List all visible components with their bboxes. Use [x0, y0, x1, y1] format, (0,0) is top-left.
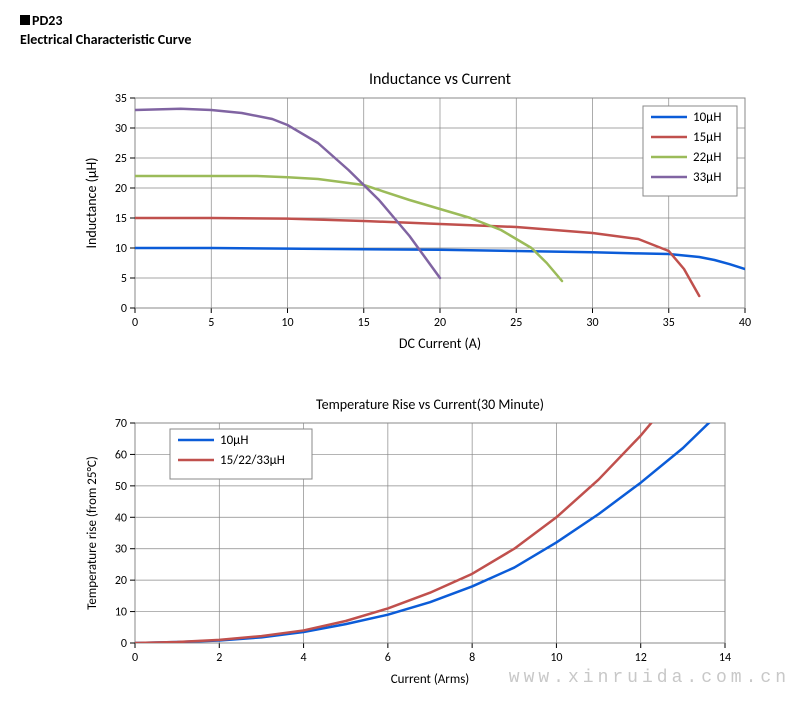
svg-text:5: 5 [208, 316, 214, 330]
svg-text:14: 14 [719, 651, 731, 665]
svg-text:40: 40 [739, 316, 751, 330]
svg-text:20: 20 [434, 316, 446, 330]
chart-inductance: Inductance vs Current 0 5 10 15 20 25 30 35 40 0 5 1… [80, 68, 780, 363]
svg-text:20: 20 [115, 182, 127, 196]
svg-text:10: 10 [550, 651, 562, 665]
svg-text:12: 12 [635, 651, 647, 665]
svg-text:22µH: 22µH [693, 150, 721, 165]
svg-text:Inductance (µH): Inductance (µH) [83, 157, 100, 248]
svg-text:Temperature rise (from 25°C): Temperature rise (from 25°C) [85, 456, 100, 610]
svg-text:0: 0 [132, 651, 138, 665]
svg-text:6: 6 [385, 651, 391, 665]
svg-text:35: 35 [663, 316, 675, 330]
svg-text:30: 30 [115, 543, 127, 557]
svg-text:10µH: 10µH [693, 110, 721, 125]
svg-text:25: 25 [115, 152, 127, 166]
svg-text:0: 0 [121, 302, 127, 316]
svg-text:30: 30 [586, 316, 598, 330]
svg-text:0: 0 [132, 316, 138, 330]
bullet-square [20, 15, 30, 25]
svg-text:10µH: 10µH [220, 433, 248, 448]
svg-text:10: 10 [115, 242, 127, 256]
svg-text:Inductance vs Current: Inductance vs Current [369, 70, 512, 89]
svg-text:Current (Arms): Current (Arms) [391, 672, 470, 687]
svg-text:15: 15 [358, 316, 370, 330]
svg-text:10: 10 [115, 606, 127, 620]
svg-text:8: 8 [469, 651, 475, 665]
svg-text:5: 5 [121, 272, 127, 286]
code-text: PD23 [32, 12, 62, 29]
svg-text:20: 20 [115, 574, 127, 588]
svg-text:40: 40 [115, 511, 127, 525]
chart2-svg: Temperature Rise vs Current(30 Minute) 0 2… [80, 393, 735, 693]
chart-temperature: Temperature Rise vs Current(30 Minute) 0 2… [80, 393, 780, 698]
svg-text:35: 35 [115, 92, 127, 106]
subtitle: Electrical Characteristic Curve [20, 31, 780, 48]
svg-text:15µH: 15µH [693, 130, 721, 145]
svg-text:0: 0 [121, 637, 127, 651]
svg-text:25: 25 [510, 316, 522, 330]
svg-text:30: 30 [115, 122, 127, 136]
svg-text:15: 15 [115, 212, 127, 226]
svg-text:15/22/33µH: 15/22/33µH [220, 453, 285, 468]
svg-text:Temperature Rise vs Current(30: Temperature Rise vs Current(30 Minute) [316, 396, 544, 413]
svg-text:70: 70 [115, 417, 127, 431]
svg-text:33µH: 33µH [693, 170, 721, 185]
svg-text:60: 60 [115, 448, 127, 462]
svg-text:10: 10 [281, 316, 293, 330]
product-code: PD23 [20, 12, 780, 29]
svg-text:2: 2 [216, 651, 222, 665]
svg-text:50: 50 [115, 480, 127, 494]
svg-text:DC Current (A): DC Current (A) [399, 335, 481, 352]
chart1-svg: Inductance vs Current 0 5 10 15 20 25 30 35 40 0 5 1… [80, 68, 755, 358]
svg-text:4: 4 [301, 651, 307, 665]
